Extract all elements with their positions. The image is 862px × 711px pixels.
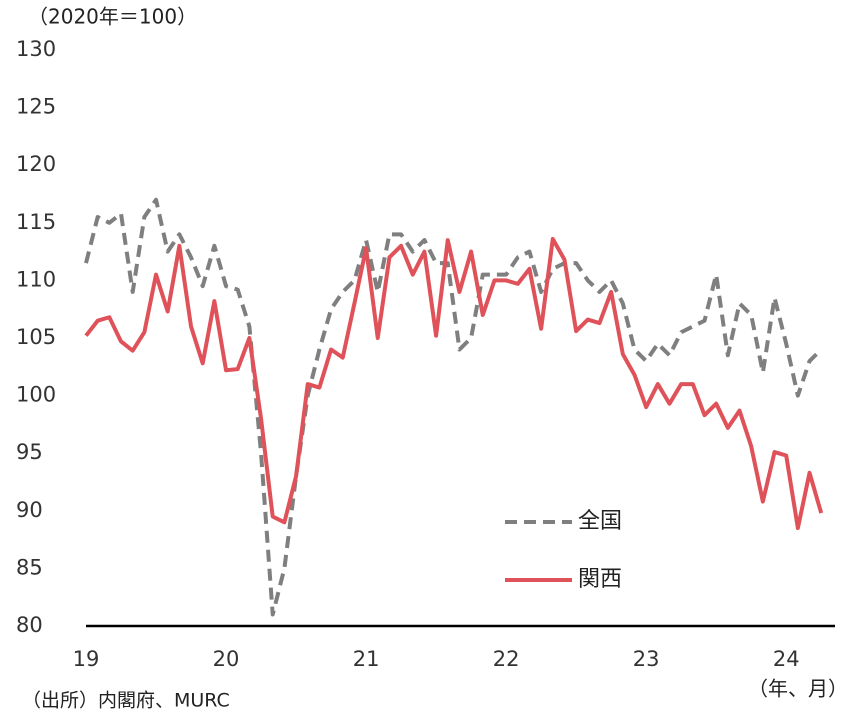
y-tick-label: 130 — [16, 37, 56, 61]
y-tick-label: 110 — [16, 267, 56, 291]
x-axis-label: （年、月） — [748, 677, 848, 701]
y-tick-label: 80 — [16, 613, 43, 637]
x-tick-label: 22 — [493, 647, 520, 671]
x-tick-label: 21 — [353, 647, 380, 671]
series-line — [84, 197, 823, 617]
y-tick-label: 100 — [16, 383, 56, 407]
y-tick-label: 105 — [16, 325, 56, 349]
x-tick-label: 19 — [73, 647, 100, 671]
y-tick-label: 125 — [16, 95, 56, 119]
y-axis-label: （2020年＝100） — [28, 5, 197, 29]
x-tick-label: 23 — [633, 647, 660, 671]
x-tick-label: 20 — [213, 647, 240, 671]
y-tick-label: 90 — [16, 498, 43, 522]
y-tick-label: 115 — [16, 210, 56, 234]
y-tick-label: 120 — [16, 152, 56, 176]
legend-label: 全国 — [578, 509, 622, 534]
legend-label: 関西 — [578, 567, 622, 592]
x-tick-label: 24 — [773, 647, 800, 671]
y-tick-label: 95 — [16, 440, 43, 464]
y-tick-label: 85 — [16, 555, 43, 579]
series-line — [84, 236, 824, 531]
source-note: （出所）内閣府、MURC — [22, 690, 230, 711]
